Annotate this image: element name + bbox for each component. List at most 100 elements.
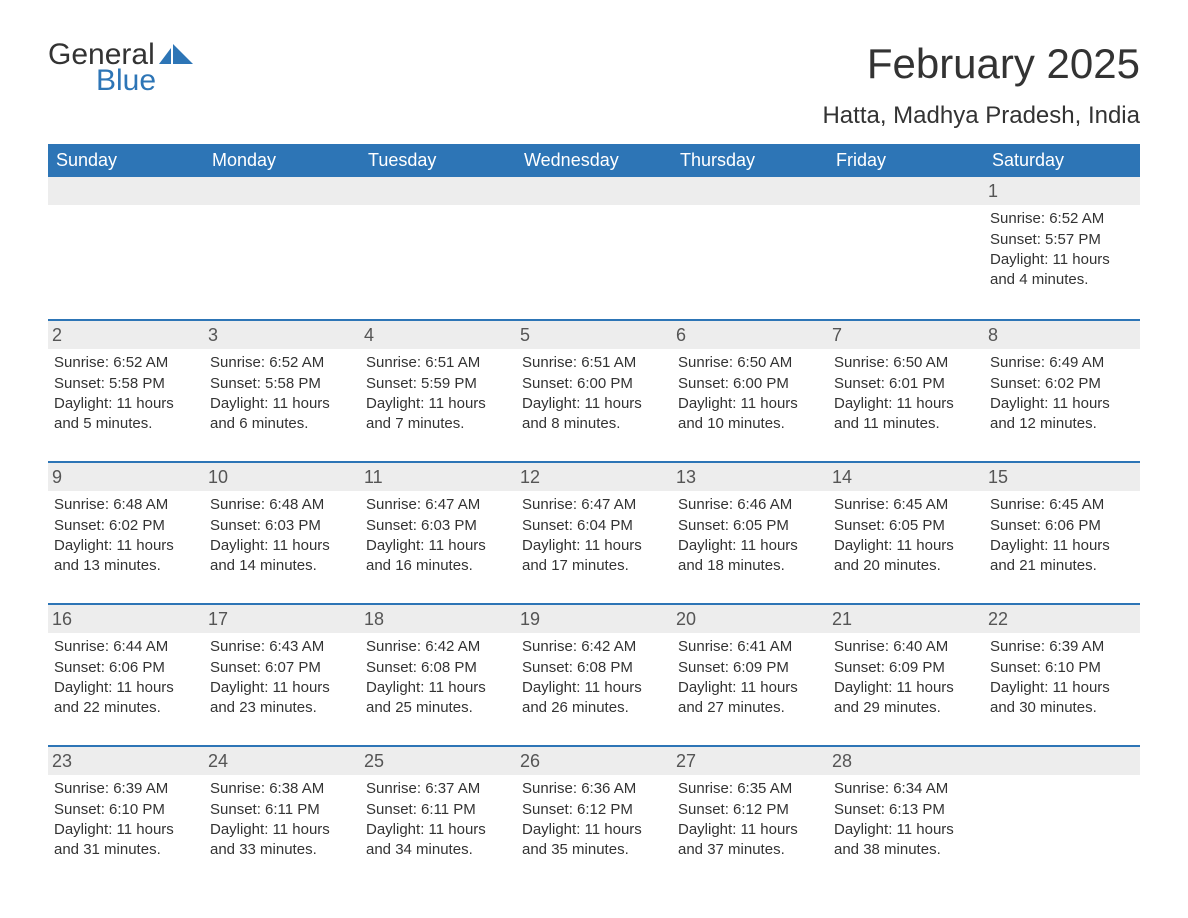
calendar-day-empty (828, 177, 984, 305)
daylight-line: Daylight: 11 hours and 7 minutes. (366, 394, 510, 435)
dow-saturday: Saturday (984, 144, 1140, 177)
sunset-line: Sunset: 5:59 PM (366, 374, 510, 394)
calendar-day-13: 13 Sunrise: 6:46 AMSunset: 6:05 PMDayligh… (672, 463, 828, 589)
sunset-line: Sunset: 6:10 PM (990, 658, 1134, 678)
day-number: 11 (360, 463, 516, 491)
dow-tuesday: Tuesday (360, 144, 516, 177)
sunset-line: Sunset: 6:13 PM (834, 800, 978, 820)
day-number: 5 (516, 321, 672, 349)
sunrise-line: Sunrise: 6:41 AM (678, 637, 822, 657)
daylight-line: Daylight: 11 hours and 34 minutes. (366, 820, 510, 861)
calendar-day-4: 4Sunrise: 6:51 AMSunset: 5:59 PMDaylight… (360, 321, 516, 447)
sunset-line: Sunset: 6:03 PM (210, 516, 354, 536)
daylight-line: Daylight: 11 hours and 14 minutes. (210, 536, 354, 577)
calendar-day-9: 9Sunrise: 6:48 AMSunset: 6:02 PMDaylight… (48, 463, 204, 589)
dow-monday: Monday (204, 144, 360, 177)
sunset-line: Sunset: 6:11 PM (366, 800, 510, 820)
calendar-day-22: 22Sunrise: 6:39 AMSunset: 6:10 PMDayligh… (984, 605, 1140, 731)
page-title: February 2025 (867, 40, 1140, 88)
day-number: 14 (828, 463, 984, 491)
daylight-line: Daylight: 11 hours and 33 minutes. (210, 820, 354, 861)
sunset-line: Sunset: 6:07 PM (210, 658, 354, 678)
day-number: 17 (204, 605, 360, 633)
calendar: SundayMondayTuesdayWednesdayThursdayFrid… (48, 144, 1140, 873)
sunrise-line: Sunrise: 6:44 AM (54, 637, 198, 657)
sunrise-line: Sunrise: 6:35 AM (678, 779, 822, 799)
sunset-line: Sunset: 6:05 PM (834, 516, 978, 536)
sunset-line: Sunset: 6:06 PM (990, 516, 1134, 536)
sunset-line: Sunset: 6:09 PM (678, 658, 822, 678)
dow-wednesday: Wednesday (516, 144, 672, 177)
sunrise-line: Sunrise: 6:43 AM (210, 637, 354, 657)
daylight-line: Daylight: 11 hours and 38 minutes. (834, 820, 978, 861)
sunset-line: Sunset: 6:09 PM (834, 658, 978, 678)
day-number: 20 (672, 605, 828, 633)
sunrise-line: Sunrise: 6:45 AM (990, 495, 1134, 515)
calendar-day-28: 28 Sunrise: 6:34 AMSunset: 6:13 PMDayligh… (828, 747, 984, 873)
sunrise-line: Sunrise: 6:34 AM (834, 779, 978, 799)
sunrise-line: Sunrise: 6:40 AM (834, 637, 978, 657)
sunset-line: Sunset: 6:03 PM (366, 516, 510, 536)
calendar-day-3: 3Sunrise: 6:52 AMSunset: 5:58 PMDaylight… (204, 321, 360, 447)
sunrise-line: Sunrise: 6:49 AM (990, 353, 1134, 373)
sunrise-line: Sunrise: 6:51 AM (366, 353, 510, 373)
calendar-day-10: 10 Sunrise: 6:48 AMSunset: 6:03 PMDayligh… (204, 463, 360, 589)
dow-friday: Friday (828, 144, 984, 177)
daylight-line: Daylight: 11 hours and 27 minutes. (678, 678, 822, 719)
calendar-day-14: 14Sunrise: 6:45 AMSunset: 6:05 PMDayligh… (828, 463, 984, 589)
daylight-line: Daylight: 11 hours and 11 minutes. (834, 394, 978, 435)
calendar-day-2: 2Sunrise: 6:52 AMSunset: 5:58 PMDaylight… (48, 321, 204, 447)
title-block: February 2025 (867, 40, 1140, 88)
calendar-day-11: 11Sunrise: 6:47 AMSunset: 6:03 PMDayligh… (360, 463, 516, 589)
daylight-line: Daylight: 11 hours and 22 minutes. (54, 678, 198, 719)
day-number: 7 (828, 321, 984, 349)
daylight-line: Daylight: 11 hours and 4 minutes. (990, 250, 1134, 291)
calendar-day-20: 20 Sunrise: 6:41 AMSunset: 6:09 PMDayligh… (672, 605, 828, 731)
day-of-week-header: SundayMondayTuesdayWednesdayThursdayFrid… (48, 144, 1140, 177)
calendar-day-15: 15Sunrise: 6:45 AMSunset: 6:06 PMDayligh… (984, 463, 1140, 589)
daylight-line: Daylight: 11 hours and 8 minutes. (522, 394, 666, 435)
sunset-line: Sunset: 6:01 PM (834, 374, 978, 394)
day-number: 8 (984, 321, 1140, 349)
sunset-line: Sunset: 6:00 PM (522, 374, 666, 394)
sunset-line: Sunset: 6:08 PM (366, 658, 510, 678)
calendar-day-27: 27Sunrise: 6:35 AMSunset: 6:12 PMDayligh… (672, 747, 828, 873)
daylight-line: Daylight: 11 hours and 18 minutes. (678, 536, 822, 577)
sunrise-line: Sunrise: 6:50 AM (834, 353, 978, 373)
sunset-line: Sunset: 6:12 PM (522, 800, 666, 820)
sunset-line: Sunset: 5:58 PM (54, 374, 198, 394)
calendar-day-19: 19Sunrise: 6:42 AMSunset: 6:08 PMDayligh… (516, 605, 672, 731)
sunrise-line: Sunrise: 6:52 AM (990, 209, 1134, 229)
day-number: 25 (360, 747, 516, 775)
sunrise-line: Sunrise: 6:48 AM (210, 495, 354, 515)
sunrise-line: Sunrise: 6:37 AM (366, 779, 510, 799)
day-number: 16 (48, 605, 204, 633)
calendar-day-16: 16Sunrise: 6:44 AMSunset: 6:06 PMDayligh… (48, 605, 204, 731)
day-number: 13 (672, 463, 828, 491)
day-number: 23 (48, 747, 204, 775)
sunset-line: Sunset: 6:05 PM (678, 516, 822, 536)
sunset-line: Sunset: 5:58 PM (210, 374, 354, 394)
calendar-day-7: 7 Sunrise: 6:50 AMSunset: 6:01 PMDaylight… (828, 321, 984, 447)
week-row: 23Sunrise: 6:39 AMSunset: 6:10 PMDayligh… (48, 745, 1140, 873)
daylight-line: Daylight: 11 hours and 5 minutes. (54, 394, 198, 435)
sunrise-line: Sunrise: 6:46 AM (678, 495, 822, 515)
calendar-day-1: 1Sunrise: 6:52 AMSunset: 5:57 PMDaylight… (984, 177, 1140, 305)
sunrise-line: Sunrise: 6:39 AM (54, 779, 198, 799)
calendar-day-23: 23Sunrise: 6:39 AMSunset: 6:10 PMDayligh… (48, 747, 204, 873)
sunset-line: Sunset: 6:08 PM (522, 658, 666, 678)
week-row: 16Sunrise: 6:44 AMSunset: 6:06 PMDayligh… (48, 603, 1140, 731)
calendar-day-empty (204, 177, 360, 305)
day-number: 3 (204, 321, 360, 349)
calendar-day-25: 25 Sunrise: 6:37 AMSunset: 6:11 PMDayligh… (360, 747, 516, 873)
calendar-day-26: 26Sunrise: 6:36 AMSunset: 6:12 PMDayligh… (516, 747, 672, 873)
daylight-line: Daylight: 11 hours and 10 minutes. (678, 394, 822, 435)
daylight-line: Daylight: 11 hours and 31 minutes. (54, 820, 198, 861)
calendar-day-empty (516, 177, 672, 305)
sunrise-line: Sunrise: 6:39 AM (990, 637, 1134, 657)
sunset-line: Sunset: 6:00 PM (678, 374, 822, 394)
daylight-line: Daylight: 11 hours and 20 minutes. (834, 536, 978, 577)
day-number: 10 (204, 463, 360, 491)
logo: General Blue (48, 40, 193, 96)
day-number: 28 (828, 747, 984, 775)
